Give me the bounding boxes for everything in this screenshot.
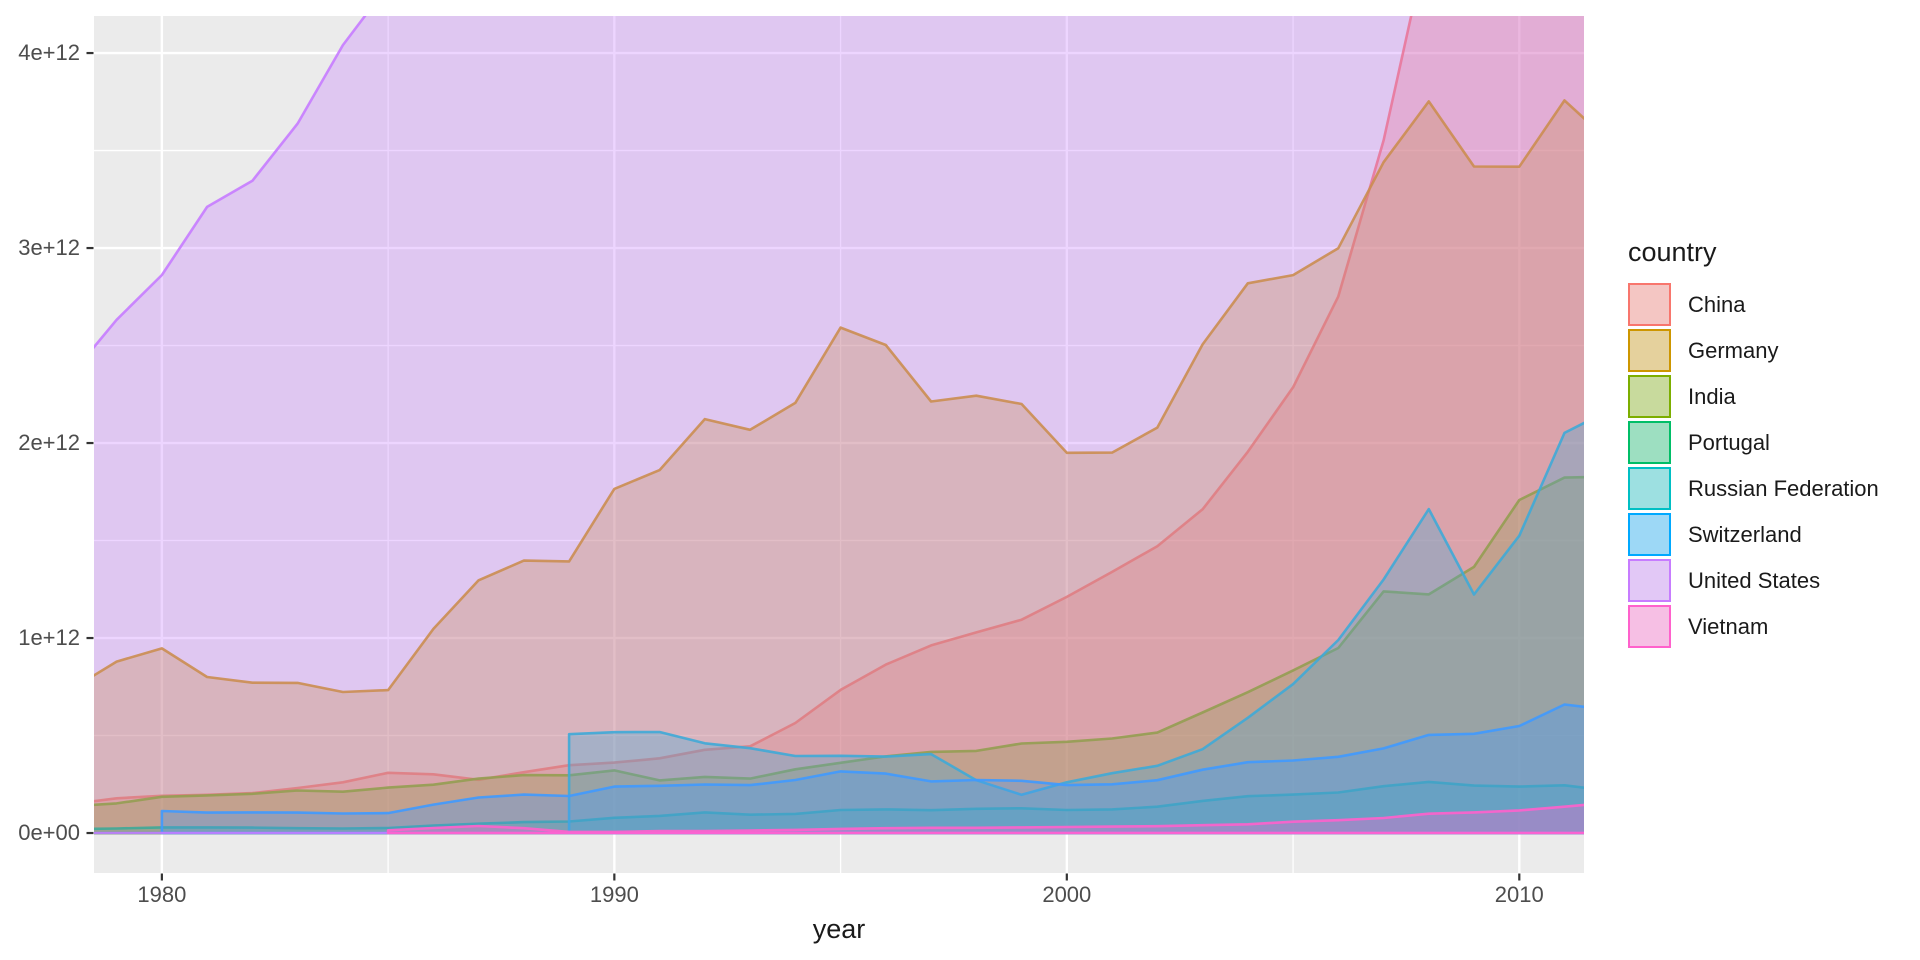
y-tick-label: 2e+12 [18, 430, 80, 456]
legend-swatch-fill [1630, 561, 1669, 600]
panel-contents [94, 16, 1584, 873]
x-tick-label: 1980 [137, 882, 187, 907]
legend-item-portugal: Portugal [1628, 421, 1879, 464]
legend-item-germany: Germany [1628, 329, 1879, 372]
legend-swatch-fill [1630, 423, 1669, 462]
y-tick-label: 4e+12 [18, 40, 80, 66]
legend-swatch-fill [1630, 331, 1669, 370]
x-tick-label: 1990 [589, 882, 639, 907]
area-switzerland [160, 703, 1584, 835]
legend-label: India [1688, 383, 1736, 409]
legend-item-united-states: United States [1628, 559, 1879, 602]
legend-item-switzerland: Switzerland [1628, 513, 1879, 556]
y-tick-label: 0e+00 [18, 820, 80, 846]
area-russian-federation [567, 421, 1584, 835]
legend-swatch-china [1628, 283, 1671, 326]
legend-label: Russian Federation [1688, 475, 1879, 501]
legend-swatch-fill [1630, 469, 1669, 508]
legend-swatch-united-states [1628, 559, 1671, 602]
legend-label: United States [1688, 567, 1821, 593]
area-united-states [94, 16, 1584, 835]
legend-title: country [1628, 237, 1717, 267]
x-tick-label: 2010 [1494, 882, 1544, 907]
legend-label: China [1688, 291, 1746, 317]
legend-item-vietnam: Vietnam [1628, 605, 1879, 648]
panel-background [94, 16, 1584, 873]
y-tick-label: 3e+12 [18, 235, 80, 261]
legend-swatch-fill [1630, 515, 1669, 554]
legend-item-india: India [1628, 375, 1879, 418]
legend-swatch-vietnam [1628, 605, 1671, 648]
legend-swatch-fill [1630, 607, 1669, 646]
legend-swatch-russian-federation [1628, 467, 1671, 510]
legend-item-russian-federation: Russian Federation [1628, 467, 1879, 510]
legend-swatch-portugal [1628, 421, 1671, 464]
legend-swatch-fill [1630, 377, 1669, 416]
legend-swatch-fill [1630, 285, 1669, 324]
legend-label: Germany [1688, 337, 1779, 363]
legend: country China Germany India Portugal Rus… [1628, 236, 1879, 651]
legend-swatch-germany [1628, 329, 1671, 372]
area-china [94, 16, 1584, 835]
legend-swatch-india [1628, 375, 1671, 418]
legend-label: Switzerland [1688, 521, 1802, 547]
legend-label: Portugal [1688, 429, 1770, 455]
area-portugal [94, 780, 1584, 835]
x-tick-label: 2000 [1042, 882, 1092, 907]
legend-swatch-switzerland [1628, 513, 1671, 556]
legend-item-china: China [1628, 283, 1879, 326]
x-axis-title: year [812, 914, 866, 944]
y-tick-label: 1e+12 [18, 625, 80, 651]
legend-label: Vietnam [1688, 613, 1769, 639]
area-germany [94, 99, 1584, 835]
area-vietnam [386, 803, 1584, 835]
